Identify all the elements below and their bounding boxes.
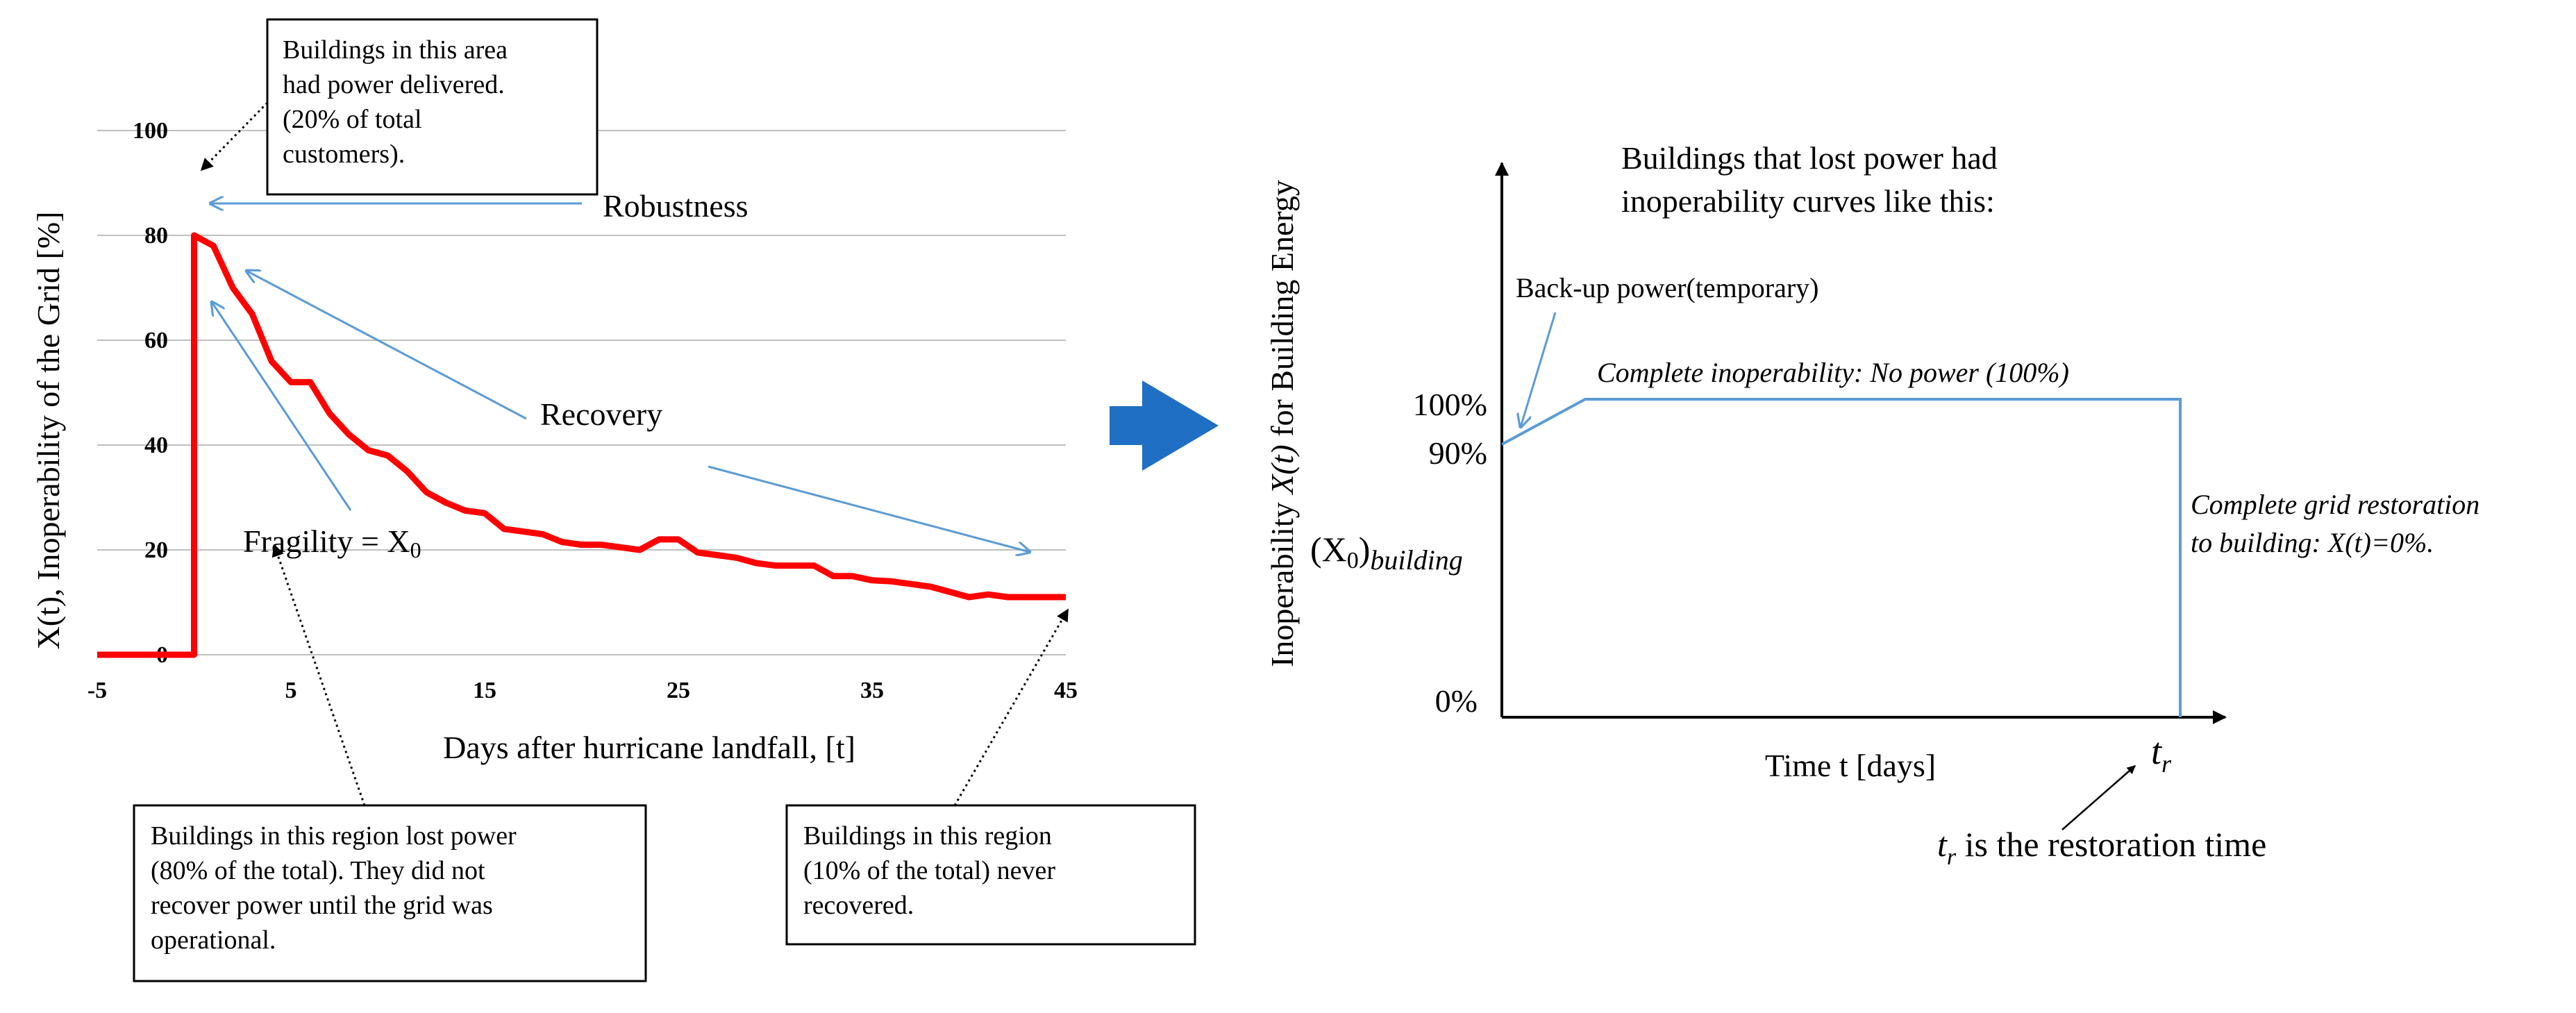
svg-text:recovered.: recovered. [803, 891, 914, 920]
backup-arrow [1521, 312, 1557, 427]
svg-text:(20% of total: (20% of total [283, 105, 422, 134]
x-tick-label: 35 [860, 678, 884, 703]
x-tick-label: 15 [473, 678, 496, 703]
x-tick-label: 25 [667, 678, 690, 703]
x0-building-label: (X0)building [1310, 530, 1463, 576]
tr-note: tr is the restoration time [1937, 825, 2266, 870]
robustness-label: Robustness [603, 188, 748, 224]
tick-100-right: 100% [1413, 387, 1487, 422]
tr-axis-label: tr [2151, 730, 2172, 778]
note-box-bottom-right: Buildings in this region (10% of the tot… [785, 804, 1196, 946]
y-tick-label: 20 [144, 537, 168, 563]
note-box-top: Buildings in this area had power deliver… [266, 18, 599, 196]
right-arrow-icon [1110, 380, 1219, 471]
tick-90-right: 90% [1429, 435, 1487, 471]
svg-text:(80% of the total). They did: (80% of the total). They did not [151, 856, 485, 885]
svg-text:recover power until the grid w: recover power until the grid was [151, 891, 493, 920]
svg-text:Buildings in this area: Buildings in this area [283, 35, 508, 65]
recovery-arrow-1 [246, 271, 527, 420]
fragility-label: Fragility = X0 [243, 524, 421, 562]
restoration-label-line-2: to building: X(t)=0%. [2191, 527, 2434, 558]
x-tick-label: -5 [87, 678, 107, 703]
svg-text:Buildings in this region lost: Buildings in this region lost power [151, 821, 517, 851]
svg-text:Buildings in this region: Buildings in this region [803, 821, 1052, 851]
y-axis-title-right: Inoperability X(t) for Building Energy [1264, 180, 1300, 667]
y-tick-label: 80 [144, 223, 168, 249]
complete-inoperability-label: Complete inoperability: No power (100%) [1597, 357, 2069, 388]
note-box-bottom-left: Buildings in this region lost power (80%… [133, 804, 647, 982]
right-title-line-2: inoperability curves like this: [1621, 183, 1995, 219]
recovery-arrow-2 [708, 465, 1030, 552]
tr-note-arrow [2061, 765, 2136, 830]
svg-text:customers).: customers). [283, 140, 405, 169]
y-tick-label: 40 [144, 433, 168, 458]
fragility-arrow [212, 302, 352, 511]
y-tick-label: 60 [144, 328, 168, 353]
x-tick-label: 5 [285, 678, 297, 703]
series-line-building-inoperability [1501, 398, 2182, 717]
y-tick-label: 100 [133, 118, 168, 144]
x-tick-label: 45 [1054, 678, 1078, 703]
x-tick-labels: -5 5 15 25 35 45 [87, 678, 1078, 703]
right-title-line-1: Buildings that lost power had [1621, 140, 1998, 176]
svg-text:had power delivered.: had power delivered. [283, 70, 505, 99]
svg-text:(10% of the total) never: (10% of the total) never [803, 856, 1055, 885]
series-line-grid-inoperability [97, 232, 1066, 658]
x-axis-title-left: Days after hurricane landfall, [t] [443, 730, 855, 765]
restoration-label-line-1: Complete grid restoration [2191, 489, 2479, 520]
bottom-right-box-pointer [953, 608, 1069, 806]
bottom-left-box-pointer [271, 544, 366, 806]
x-axis-title-right: Time t [days] [1765, 748, 1936, 783]
top-box-pointer [200, 101, 269, 171]
recovery-label: Recovery [540, 396, 662, 432]
backup-label: Back-up power(temporary) [1516, 272, 1818, 303]
building-chart: Buildings that lost power had inoperabil… [1264, 140, 2479, 870]
tick-0-right: 0% [1435, 683, 1478, 719]
y-axis-title-left: X(t), Inoperability of the Grid [%] [31, 211, 66, 649]
svg-text:operational.: operational. [151, 926, 276, 955]
